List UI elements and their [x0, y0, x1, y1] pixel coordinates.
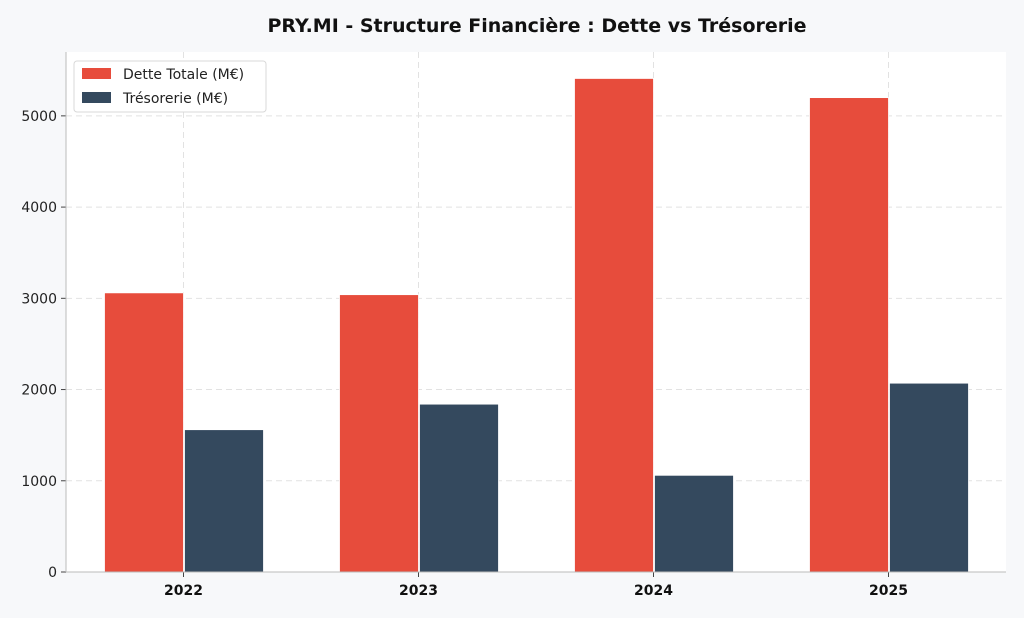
y-tick-label-5000: 5000: [21, 109, 57, 125]
x-axis-ticks: 2022 2023 2024 2025: [164, 583, 908, 599]
bar-dette-2025: [809, 97, 889, 573]
axes: [61, 52, 1006, 577]
bar-dette-2023: [339, 294, 419, 573]
bar-dette-2024: [574, 78, 654, 573]
y-tick-label-4000: 4000: [21, 200, 57, 216]
bars: [104, 78, 969, 573]
chart-title: PRY.MI - Structure Financière : Dette vs…: [267, 15, 806, 37]
bar-tresorerie-2025: [889, 382, 969, 573]
y-tick-label-0: 0: [48, 565, 57, 581]
y-axis-ticks: 0 1000 2000 3000 4000 5000: [21, 109, 57, 581]
y-tick-label-3000: 3000: [21, 291, 57, 307]
legend-box: [73, 60, 267, 113]
x-tick-label-2023: 2023: [399, 583, 438, 599]
legend-label-dette: Dette Totale (M€): [123, 67, 244, 83]
x-tick-label-2025: 2025: [869, 583, 908, 599]
y-tick-label-1000: 1000: [21, 474, 57, 490]
legend: Dette Totale (M€) Trésorerie (M€): [73, 60, 267, 113]
legend-label-tresorerie: Trésorerie (M€): [122, 91, 228, 107]
y-tick-label-2000: 2000: [21, 383, 57, 399]
bar-tresorerie-2022: [184, 429, 264, 573]
bar-tresorerie-2024: [654, 474, 734, 573]
bar-dette-2022: [104, 292, 184, 573]
legend-swatch-tresorerie: [82, 92, 111, 103]
x-tick-label-2022: 2022: [164, 583, 203, 599]
bar-tresorerie-2023: [419, 403, 499, 573]
legend-swatch-dette: [82, 68, 111, 79]
x-tick-label-2024: 2024: [634, 583, 673, 599]
